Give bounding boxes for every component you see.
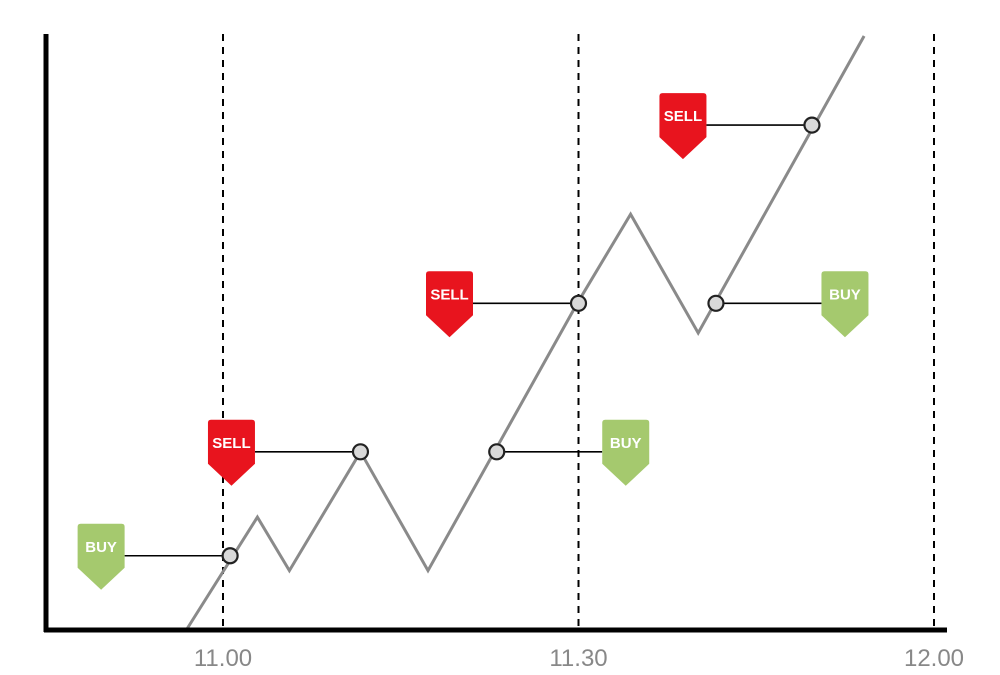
buy-marker-4 (821, 271, 869, 338)
price-line (185, 35, 866, 631)
sell-marker-1 (207, 419, 255, 486)
sell-marker-5 (659, 93, 707, 160)
sell-marker-3 (426, 271, 473, 338)
x-tick-label-1: 11.30 (549, 645, 607, 672)
signal-point-2 (488, 443, 506, 461)
signal-point-3 (569, 294, 588, 312)
signal-label-2: BUY (610, 435, 642, 452)
signal-markers: BUY SELL BUY SELL BUY SELL (77, 93, 869, 590)
signal-point-0 (221, 547, 239, 565)
buy-marker-2 (602, 419, 650, 486)
signal-label-0: BUY (85, 539, 117, 556)
signal-label-3: SELL (430, 286, 468, 303)
axes (43, 34, 947, 633)
x-tick-labels: 11.00 11.30 12.00 (194, 645, 964, 672)
signal-label-1: SELL (212, 435, 250, 452)
signal-point-1 (351, 443, 370, 461)
buy-marker-0 (77, 523, 125, 590)
x-tick-label-0: 11.00 (194, 645, 252, 672)
signal-point-4 (707, 294, 725, 312)
signal-connectors (124, 124, 822, 557)
signal-points (221, 116, 821, 565)
gridlines (222, 34, 935, 630)
signal-label-5: SELL (664, 108, 702, 125)
signal-label-4: BUY (829, 286, 861, 303)
x-tick-label-2: 12.00 (904, 645, 964, 672)
signal-point-5 (803, 116, 821, 134)
